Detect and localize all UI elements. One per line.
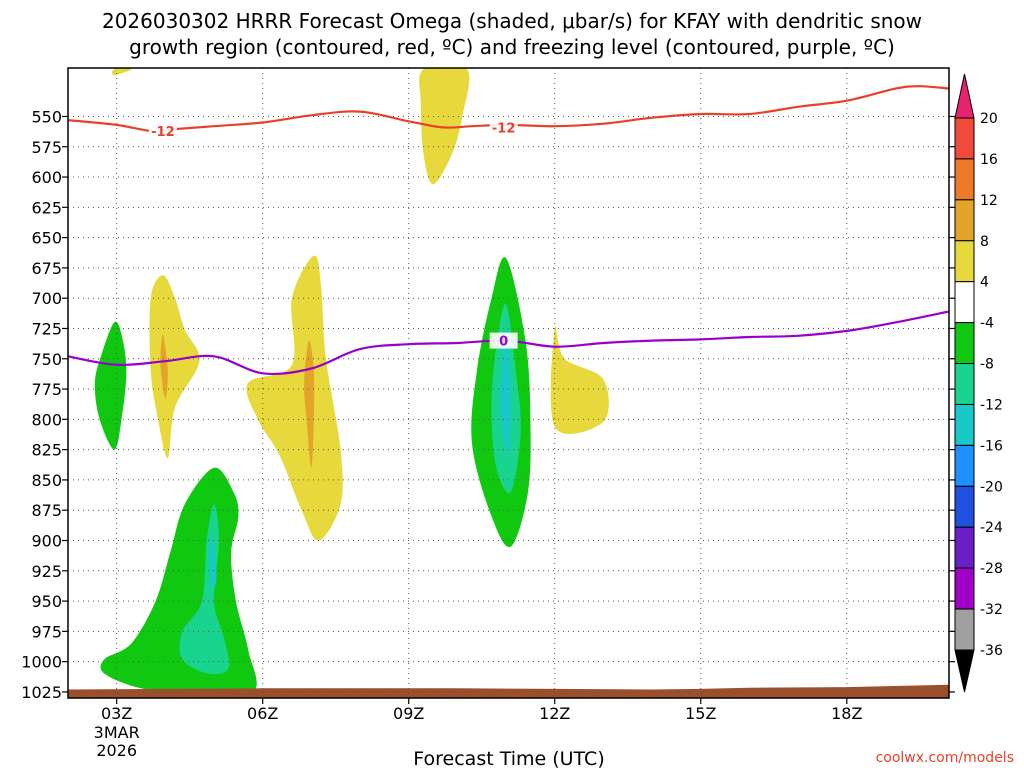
y-tick-label: 925: [31, 562, 62, 581]
y-tick-label: 850: [31, 471, 62, 490]
colorbar-label: -4: [980, 316, 994, 332]
x-tick-label-15Z: 15Z: [685, 704, 716, 723]
x-tick-label-09Z: 09Z: [393, 704, 424, 723]
y-tick-label: 800: [31, 410, 62, 429]
contour-label-0C: 0: [499, 335, 508, 350]
colorbar-segment: [954, 403, 975, 446]
y-tick-label: 750: [31, 350, 62, 369]
contour-label-bg: [489, 332, 518, 349]
colorbar-label: 20: [980, 111, 998, 127]
contour-label-bg: [489, 119, 518, 136]
y-tick-label: 600: [31, 168, 62, 187]
colorbar-segment: [954, 485, 975, 528]
colorbar-segment: [954, 567, 975, 610]
omega-region-teal-05z: [179, 504, 230, 675]
colorbar-segment: [954, 322, 975, 365]
colorbar-segment: [954, 363, 975, 405]
colorbar-label: -16: [980, 438, 1003, 454]
omega-region-orange-04z: [160, 334, 168, 399]
contour-label--12C: -12: [151, 125, 175, 140]
omega-region-cyan-05z: [209, 534, 217, 590]
y-tick-label: 900: [31, 532, 62, 551]
colorbar-segment: [954, 444, 975, 487]
y-tick-label: 950: [31, 592, 62, 611]
colorbar-label: 16: [980, 152, 998, 168]
omega-region-green-03z: [94, 321, 127, 450]
x-axis-label: Forecast Time (UTC): [413, 748, 604, 768]
x-tick-sublabel: 2026: [96, 741, 137, 760]
omega-region-cyan-11z: [500, 334, 511, 457]
colorbar-segment: [954, 608, 975, 651]
y-tick-label: 875: [31, 501, 62, 520]
x-tick-label-06Z: 06Z: [247, 704, 278, 723]
colorbar-segment: [954, 199, 975, 242]
omega-region-yellow-top: [419, 68, 470, 185]
contour-label--12C: -12: [492, 121, 516, 136]
colorbar-label: -28: [980, 561, 1003, 577]
chart-title-line2: growth region (contoured, red, ºC) and f…: [129, 35, 895, 59]
y-tick-label: 725: [31, 319, 62, 338]
omega-colorbar: 20 16 12 8 4 -4 -8 -12 -16 -20 -24 -28 -32 -36: [954, 73, 1003, 693]
colorbar-top-arrow: [954, 73, 975, 119]
omega-region-orange-07z: [304, 340, 315, 468]
grid-lines: [68, 68, 949, 698]
colorbar-label: -20: [980, 479, 1003, 495]
ground-terrain: [68, 684, 949, 698]
y-tick-label: 825: [31, 441, 62, 460]
chart-title-line1: 2026030302 HRRR Forecast Omega (shaded, …: [102, 9, 922, 33]
y-tick-label: 550: [31, 107, 62, 126]
colorbar-label: 4: [980, 275, 989, 291]
colorbar-segment: [954, 240, 975, 283]
y-tick-label: 1025: [21, 683, 62, 702]
omega-region-yellow-07z: [246, 255, 343, 541]
omega-region-yellow-04z: [149, 275, 200, 459]
colorbar-segment: [954, 158, 975, 201]
y-tick-label: 675: [31, 259, 62, 278]
colorbar-label: -24: [980, 520, 1003, 536]
plot-frame: [67, 67, 950, 699]
y-axis: 550 575 600 625 650 675 700 725 750 775 800 825 850 8…: [21, 107, 955, 702]
y-tick-label: 975: [31, 622, 62, 641]
omega-region-yellow-12z: [550, 326, 609, 435]
colorbar-label: 8: [980, 234, 989, 250]
y-tick-label: 575: [31, 138, 62, 157]
colorbar-segment: [954, 117, 975, 160]
x-tick-label-18Z: 18Z: [831, 704, 862, 723]
y-tick-label: 1000: [21, 653, 62, 672]
credit-link[interactable]: coolwx.com/models: [876, 750, 1014, 766]
colorbar-label: -32: [980, 602, 1003, 618]
omega-shading: [94, 68, 609, 696]
colorbar-label: -8: [980, 357, 994, 373]
contour-label-bg: [148, 123, 177, 139]
colorbar-segment: [954, 281, 975, 324]
x-tick-label-03Z: 03Z: [101, 704, 132, 723]
contour--12C: [68, 85, 949, 133]
y-tick-label: 625: [31, 198, 62, 217]
x-tick-label-12Z: 12Z: [539, 704, 570, 723]
colorbar-segment: [954, 526, 975, 569]
y-tick-label: 775: [31, 380, 62, 399]
colorbar-label: -12: [980, 397, 1003, 413]
ground-band: [68, 684, 949, 698]
colorbar-label: 12: [980, 193, 998, 209]
y-tick-label: 650: [31, 229, 62, 248]
colorbar-label: -36: [980, 643, 1003, 659]
omega-region-yellow-top-left: [112, 68, 132, 76]
y-tick-label: 700: [31, 289, 62, 308]
colorbar-bottom-arrow: [954, 649, 975, 693]
x-tick-sublabel: 3MAR: [94, 723, 140, 742]
contour-lines: -12 -12 0: [68, 85, 949, 376]
